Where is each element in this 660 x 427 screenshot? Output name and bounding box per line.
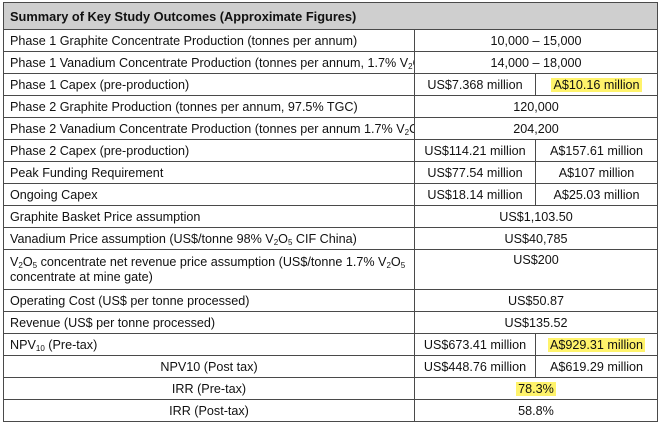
row-label: IRR (Post-tax) xyxy=(3,399,415,422)
table-row: Phase 2 Capex (pre-production) US$114.21… xyxy=(3,139,659,162)
row-value: 204,200 xyxy=(413,117,659,140)
table-row: NPV10 (Post tax) US$448.76 million A$619… xyxy=(3,355,659,378)
table-title-row: Summary of Key Study Outcomes (Approxima… xyxy=(2,2,659,30)
row-value-aud: A$157.61 million xyxy=(534,139,659,162)
row-value-usd: US$114.21 million xyxy=(414,139,536,162)
row-label: Operating Cost (US$ per tonne processed) xyxy=(3,289,415,312)
row-value-aud: A$107 million xyxy=(534,161,659,184)
table-title: Summary of Key Study Outcomes (Approxima… xyxy=(2,2,659,30)
row-value-usd: US$448.76 million xyxy=(414,355,536,378)
row-value: US$135.52 xyxy=(413,311,659,334)
row-label: Phase 2 Capex (pre-production) xyxy=(3,139,415,162)
row-value: 14,000 – 18,000 xyxy=(413,51,659,74)
row-label: NPV10 (Pre-tax) xyxy=(3,333,415,356)
table-row: NPV10 (Pre-tax) US$673.41 million A$929.… xyxy=(3,333,659,356)
table-row: IRR (Post-tax) 58.8% xyxy=(3,399,659,422)
highlighted-value: A$929.31 million xyxy=(547,337,646,352)
table-row: Phase 1 Vanadium Concentrate Production … xyxy=(3,51,659,74)
row-value: 10,000 – 15,000 xyxy=(413,29,659,52)
highlighted-value: A$10.16 million xyxy=(551,77,642,92)
row-label: Phase 1 Graphite Concentrate Production … xyxy=(3,29,415,52)
table-row: Ongoing Capex US$18.14 million A$25.03 m… xyxy=(3,183,659,206)
highlighted-value: 78.3% xyxy=(516,381,556,396)
row-value-aud: A$10.16 million xyxy=(534,73,659,96)
table-row: Peak Funding Requirement US$77.54 millio… xyxy=(3,161,659,184)
row-label: Peak Funding Requirement xyxy=(3,161,415,184)
row-value-aud: A$619.29 million xyxy=(534,355,659,378)
row-value-usd: US$18.14 million xyxy=(414,183,536,206)
row-label: IRR (Pre-tax) xyxy=(3,377,415,400)
row-label: Ongoing Capex xyxy=(3,183,415,206)
row-value: 120,000 xyxy=(413,95,659,118)
table-row: Revenue (US$ per tonne processed) US$135… xyxy=(3,311,659,334)
row-value-usd: US$77.54 million xyxy=(414,161,536,184)
row-label: NPV10 (Post tax) xyxy=(3,355,415,378)
row-label: V2O5 concentrate net revenue price assum… xyxy=(3,249,415,290)
row-value: 78.3% xyxy=(413,377,659,400)
table-row: IRR (Pre-tax) 78.3% xyxy=(3,377,659,400)
row-value: US$1,103.50 xyxy=(413,205,659,228)
row-value-usd: US$673.41 million xyxy=(414,333,536,356)
table-row: Graphite Basket Price assumption US$1,10… xyxy=(3,205,659,228)
row-label: Phase 2 Vanadium Concentrate Production … xyxy=(3,117,415,140)
table-row: Operating Cost (US$ per tonne processed)… xyxy=(3,289,659,312)
row-value: 58.8% xyxy=(413,399,659,422)
row-label: Vanadium Price assumption (US$/tonne 98%… xyxy=(3,227,415,250)
row-label: Phase 1 Vanadium Concentrate Production … xyxy=(3,51,415,74)
row-value: US$50.87 xyxy=(413,289,659,312)
table-row: Vanadium Price assumption (US$/tonne 98%… xyxy=(3,227,659,250)
row-value: US$40,785 xyxy=(413,227,659,250)
row-value-aud: A$929.31 million xyxy=(534,333,659,356)
table-row: Phase 1 Capex (pre-production) US$7.368 … xyxy=(3,73,659,96)
table-row: V2O5 concentrate net revenue price assum… xyxy=(3,249,659,290)
row-label: Graphite Basket Price assumption xyxy=(3,205,415,228)
row-label: Phase 2 Graphite Production (tonnes per … xyxy=(3,95,415,118)
row-label: Phase 1 Capex (pre-production) xyxy=(3,73,415,96)
table-row: Phase 2 Vanadium Concentrate Production … xyxy=(3,117,659,140)
study-outcomes-table: Summary of Key Study Outcomes (Approxima… xyxy=(2,2,659,422)
row-value-usd: US$7.368 million xyxy=(414,73,536,96)
row-label: Revenue (US$ per tonne processed) xyxy=(3,311,415,334)
table-row: Phase 1 Graphite Concentrate Production … xyxy=(3,29,659,52)
row-value: US$200 xyxy=(413,249,659,290)
table-row: Phase 2 Graphite Production (tonnes per … xyxy=(3,95,659,118)
row-value-aud: A$25.03 million xyxy=(534,183,659,206)
